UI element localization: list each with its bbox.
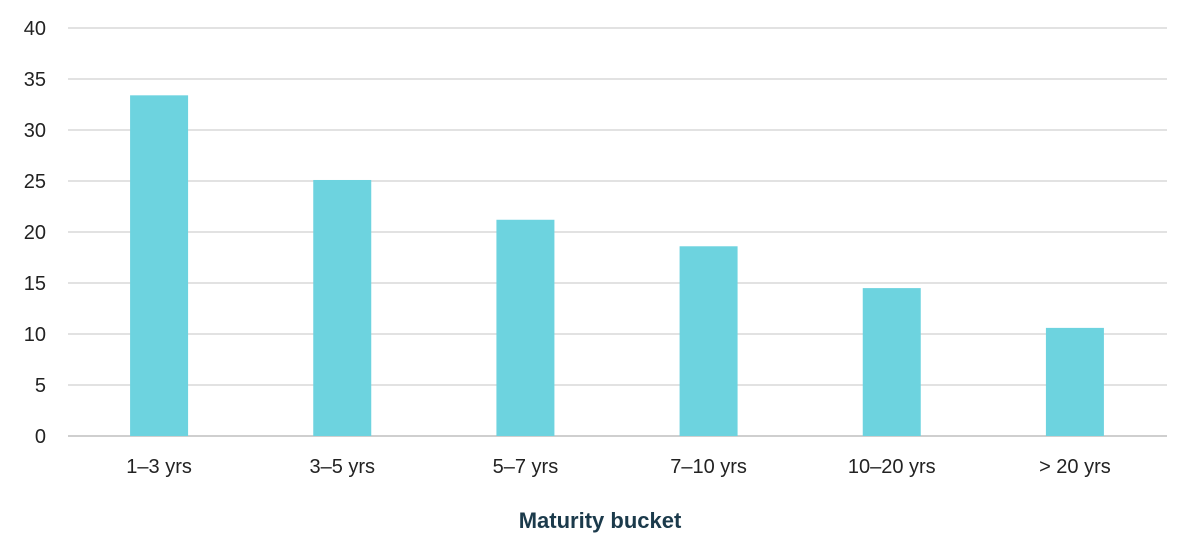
y-tick-label: 30 — [24, 120, 46, 142]
bar — [313, 179, 372, 437]
bar — [679, 246, 738, 436]
x-tick-label: > 20 yrs — [1039, 456, 1111, 478]
y-tick-label: 10 — [24, 324, 46, 346]
y-tick-label: 35 — [24, 69, 46, 91]
y-axis-tick-labels: 0 5 10 15 20 25 30 35 40 — [24, 18, 46, 448]
bar — [1045, 327, 1104, 436]
bar — [130, 95, 189, 436]
y-tick-label: 20 — [24, 222, 46, 244]
x-axis-title: Maturity bucket — [519, 508, 682, 533]
x-tick-label: 3–5 yrs — [309, 456, 375, 478]
x-tick-label: 7–10 yrs — [670, 456, 747, 478]
x-axis-tick-labels: 1–3 yrs 3–5 yrs 5–7 yrs 7–10 yrs 10–20 yrs > … — [126, 456, 1110, 478]
y-tick-label: 15 — [24, 273, 46, 295]
bars — [130, 95, 1104, 437]
y-tick-label: 5 — [35, 375, 46, 397]
bar — [862, 288, 921, 436]
y-tick-label: 25 — [24, 171, 46, 193]
bar — [496, 219, 555, 436]
x-tick-label: 1–3 yrs — [126, 456, 192, 478]
y-tick-label: 40 — [24, 18, 46, 40]
gridlines — [68, 27, 1167, 437]
x-tick-label: 5–7 yrs — [493, 456, 559, 478]
x-tick-label: 10–20 yrs — [848, 456, 936, 478]
y-tick-label: 0 — [35, 426, 46, 448]
